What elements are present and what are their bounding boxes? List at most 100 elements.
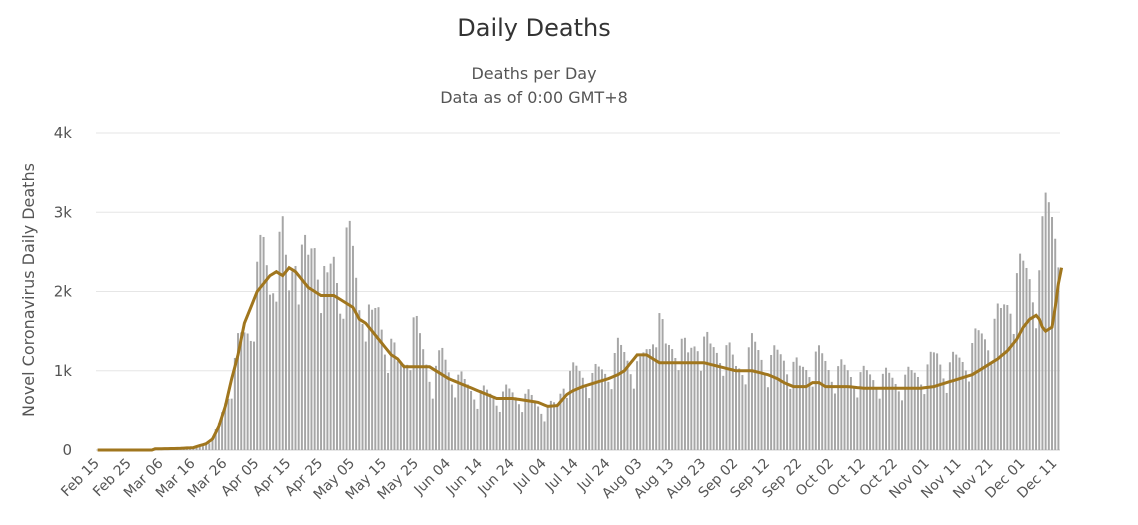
daily-death-bar: [489, 393, 492, 450]
daily-death-bar: [987, 350, 990, 450]
daily-death-bar: [600, 369, 603, 450]
daily-death-bar: [262, 236, 265, 450]
daily-death-bar: [1041, 216, 1044, 450]
y-tick-label: 0: [62, 441, 72, 459]
daily-death-bar: [431, 398, 434, 450]
daily-death-bar: [297, 304, 300, 450]
daily-death-bar: [383, 354, 386, 450]
daily-death-bar: [399, 361, 402, 450]
daily-death-bar: [486, 389, 489, 450]
daily-death-bar: [533, 400, 536, 450]
daily-death-bar: [664, 343, 667, 450]
daily-death-bar: [243, 332, 246, 450]
daily-death-bar: [457, 374, 460, 450]
daily-death-bar: [240, 332, 243, 450]
daily-death-bar: [604, 373, 607, 450]
daily-death-bar: [968, 381, 971, 450]
daily-death-bar: [406, 364, 409, 450]
daily-death-bar: [623, 351, 626, 450]
daily-death-bar: [205, 444, 208, 450]
daily-death-bar: [639, 356, 642, 450]
daily-death-bar: [514, 397, 517, 450]
daily-death-bar: [990, 364, 993, 450]
daily-death-bar: [779, 354, 782, 450]
daily-death-bar: [403, 364, 406, 450]
daily-death-bar: [291, 271, 294, 450]
daily-death-bar: [837, 366, 840, 450]
daily-death-bar: [993, 318, 996, 450]
daily-death-bar: [642, 352, 645, 450]
daily-death-bar: [667, 344, 670, 450]
daily-death-bar: [425, 364, 428, 450]
y-tick-label: 3k: [54, 203, 73, 221]
daily-death-bar: [380, 329, 383, 450]
x-tick-label: Jul 04: [510, 455, 550, 495]
daily-death-bar: [233, 357, 236, 450]
daily-death-bar: [719, 363, 722, 450]
daily-death-bar: [371, 309, 374, 450]
daily-death-bar: [894, 383, 897, 450]
y-tick-label: 1k: [54, 362, 73, 380]
daily-death-bar: [703, 336, 706, 450]
daily-death-bar: [336, 283, 338, 450]
daily-death-bar: [878, 398, 881, 450]
daily-death-bar: [1044, 192, 1047, 450]
daily-death-bar: [655, 347, 658, 450]
daily-death-bar: [553, 402, 556, 450]
daily-death-bar: [434, 365, 437, 450]
daily-death-bar: [929, 351, 932, 450]
daily-death-bar: [1031, 302, 1034, 450]
daily-death-bar: [355, 277, 358, 450]
chart-subtitle-line-1: Deaths per Day: [471, 64, 597, 83]
daily-death-bar: [782, 360, 785, 450]
daily-death-bar: [645, 349, 648, 450]
daily-death-bar: [419, 333, 421, 450]
daily-death-bar: [409, 370, 412, 450]
daily-death-bar: [1035, 328, 1038, 450]
daily-death-bar: [610, 389, 613, 450]
daily-death-bar: [265, 265, 268, 450]
daily-death-bar: [661, 319, 664, 450]
daily-death-bar: [495, 405, 498, 450]
daily-death-bar: [789, 388, 792, 450]
daily-death-bar: [316, 279, 319, 450]
daily-death-bar: [294, 265, 297, 450]
daily-death-bar: [594, 363, 597, 450]
daily-death-bar: [741, 375, 744, 450]
daily-death-bar: [438, 350, 441, 450]
daily-death-bar: [482, 385, 485, 450]
daily-death-bar: [980, 333, 983, 450]
daily-death-bar: [712, 347, 715, 450]
daily-death-bar: [798, 365, 801, 450]
daily-death-bar: [540, 413, 543, 450]
daily-death-bar: [307, 254, 310, 450]
daily-death-bar: [428, 381, 431, 450]
daily-death-bar: [1038, 270, 1041, 450]
daily-death-bar: [463, 378, 466, 450]
daily-death-bar: [693, 346, 696, 450]
daily-death-bar: [1015, 273, 1018, 450]
daily-death-bar: [757, 350, 760, 450]
daily-death-bar: [849, 376, 852, 450]
daily-death-bar: [1012, 333, 1015, 450]
daily-death-bar: [818, 345, 820, 450]
daily-death-bar: [738, 368, 741, 450]
daily-death-bar: [517, 404, 520, 450]
daily-death-bar: [221, 412, 224, 450]
daily-death-bar: [744, 384, 747, 450]
daily-death-bar: [821, 353, 824, 450]
daily-death-bar: [367, 304, 370, 450]
daily-death-bar: [501, 391, 504, 450]
daily-death-bar: [470, 390, 473, 450]
daily-death-bar: [952, 351, 955, 450]
daily-death-bar: [304, 234, 307, 450]
daily-death-bar: [942, 378, 945, 450]
daily-death-bar: [910, 370, 913, 450]
daily-death-bar: [916, 376, 919, 450]
daily-death-bar: [237, 333, 240, 450]
daily-death-bar: [498, 411, 501, 450]
daily-death-bar: [830, 381, 833, 450]
daily-death-bar: [444, 359, 447, 450]
chart-title: Daily Deaths: [457, 14, 611, 42]
